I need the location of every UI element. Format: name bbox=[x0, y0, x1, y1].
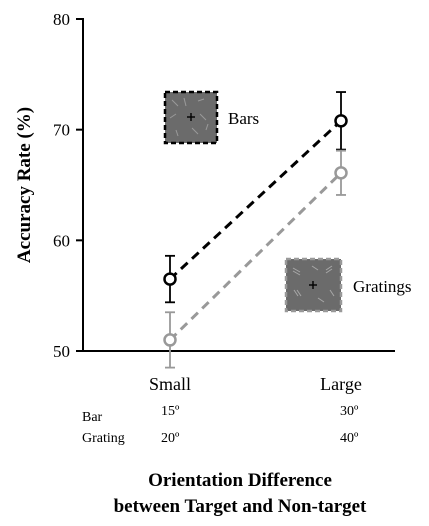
point-gratings-0 bbox=[163, 333, 177, 347]
sublabel-bar-small: 15º bbox=[161, 404, 180, 419]
series-bars-line bbox=[168, 119, 343, 281]
gratings-texture bbox=[292, 265, 335, 303]
point-gratings-1 bbox=[334, 166, 348, 180]
x-axis-title-line1: Orientation Difference bbox=[148, 470, 332, 491]
sublabel-bar-large: 30º bbox=[340, 404, 359, 419]
y-tick-label-50: 50 bbox=[53, 342, 70, 361]
x-axis-title-line2: between Target and Non-target bbox=[114, 496, 367, 517]
y-axis-title: Accuracy Rate (%) bbox=[14, 107, 35, 263]
gratings-stimulus-patch bbox=[284, 257, 343, 313]
x-category-small: Small bbox=[149, 374, 191, 394]
bars-texture bbox=[169, 97, 209, 137]
y-tick-label-80: 80 bbox=[53, 10, 70, 29]
point-bars-1 bbox=[334, 114, 348, 128]
legend-gratings-label: Gratings bbox=[353, 277, 412, 296]
sublabel-grating-large: 40º bbox=[340, 431, 359, 446]
sublabel-grating-name: Grating bbox=[82, 431, 125, 446]
series-gratings-line bbox=[168, 171, 343, 342]
legend-bars-label: Bars bbox=[228, 109, 259, 128]
x-category-large: Large bbox=[320, 374, 362, 394]
legend-bars: Bars bbox=[163, 90, 259, 145]
y-tick-label-70: 70 bbox=[53, 121, 70, 140]
point-bars-0 bbox=[163, 272, 177, 286]
sublabel-bar-name: Bar bbox=[82, 410, 103, 425]
sublabel-grating-small: 20º bbox=[161, 431, 180, 446]
legend-gratings: Gratings bbox=[284, 257, 412, 313]
y-tick-label-60: 60 bbox=[53, 231, 70, 250]
